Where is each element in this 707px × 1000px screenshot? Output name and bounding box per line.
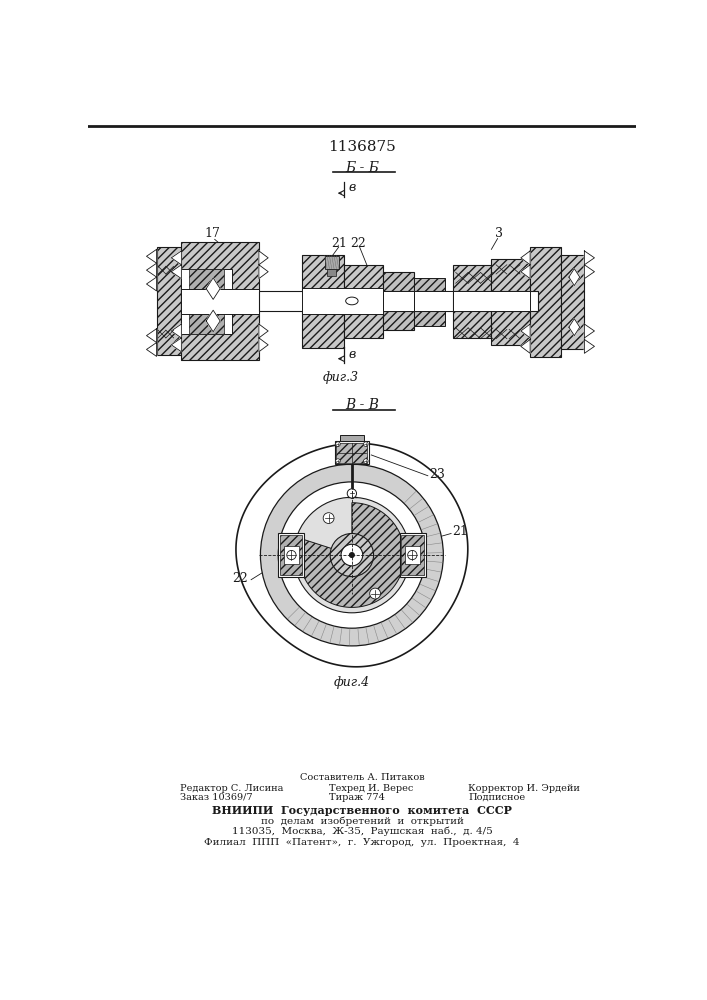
Polygon shape [585, 324, 595, 338]
Circle shape [260, 464, 443, 646]
Circle shape [341, 544, 363, 566]
Bar [259, 291, 452, 311]
Bar [182, 269, 232, 334]
Circle shape [363, 459, 368, 463]
Text: Заказ 10369/7: Заказ 10369/7 [180, 793, 252, 802]
Circle shape [287, 550, 296, 560]
Polygon shape [521, 339, 530, 353]
Bar [301, 288, 383, 314]
Text: Тираж 774: Тираж 774 [329, 793, 385, 802]
Bar [491, 259, 530, 345]
Polygon shape [569, 319, 580, 336]
Polygon shape [171, 324, 182, 338]
Circle shape [408, 550, 417, 560]
Bar [404, 546, 420, 564]
Polygon shape [171, 338, 182, 352]
Text: Б - Б: Б - Б [345, 161, 379, 175]
Bar [325, 256, 339, 269]
Polygon shape [259, 265, 268, 279]
Circle shape [293, 497, 410, 613]
Bar [189, 269, 224, 334]
Text: 113035,  Москва,  Ж-35,  Раушская  наб.,  д. 4/5: 113035, Москва, Ж-35, Раушская наб., д. … [232, 827, 492, 836]
Bar [284, 546, 299, 564]
Text: в: в [348, 181, 355, 194]
Bar [301, 255, 344, 348]
Bar [335, 441, 369, 464]
Circle shape [347, 489, 356, 498]
Circle shape [336, 442, 340, 446]
Bar [530, 247, 561, 357]
Polygon shape [146, 329, 156, 343]
Bar [279, 533, 304, 577]
Circle shape [363, 442, 368, 446]
Polygon shape [206, 278, 220, 299]
Text: Редактор С. Лисина: Редактор С. Лисина [180, 784, 284, 793]
Text: в: в [348, 348, 355, 361]
Bar [327, 269, 337, 276]
Text: 23: 23 [429, 468, 445, 481]
Circle shape [349, 553, 354, 557]
Polygon shape [146, 263, 156, 277]
Polygon shape [299, 503, 404, 607]
Polygon shape [585, 265, 595, 279]
Polygon shape [206, 310, 220, 332]
Polygon shape [259, 324, 268, 338]
Bar [383, 291, 414, 311]
Polygon shape [569, 269, 580, 286]
Circle shape [323, 513, 334, 523]
Polygon shape [146, 249, 156, 263]
Bar [340, 435, 363, 441]
Circle shape [279, 482, 426, 628]
Text: фиг.4: фиг.4 [334, 676, 370, 689]
Bar [337, 443, 368, 463]
Text: Корректор И. Эрдейи: Корректор И. Эрдейи [468, 784, 580, 793]
Ellipse shape [346, 297, 358, 305]
Polygon shape [521, 265, 530, 279]
Bar [414, 291, 452, 311]
Text: Филиал  ППП  «Патент»,  г.  Ужгород,  ул.  Проектная,  4: Филиал ППП «Патент», г. Ужгород, ул. Про… [204, 838, 520, 847]
Bar [561, 255, 585, 349]
Bar [280, 535, 303, 575]
Text: 1136875: 1136875 [328, 140, 396, 154]
Polygon shape [259, 251, 268, 265]
Polygon shape [259, 338, 268, 352]
Circle shape [330, 533, 373, 577]
Text: 21: 21 [331, 237, 346, 250]
Text: по  делам  изобретений  и  открытий: по делам изобретений и открытий [260, 816, 463, 826]
Bar [344, 265, 383, 338]
Polygon shape [171, 251, 182, 265]
Polygon shape [236, 443, 468, 667]
Text: ВНИИПИ  Государственного  комитета  СССР: ВНИИПИ Государственного комитета СССР [212, 805, 512, 816]
Polygon shape [585, 339, 595, 353]
Bar [414, 278, 445, 326]
Bar [182, 289, 259, 314]
Bar [156, 247, 182, 355]
Bar [383, 272, 414, 330]
Bar [400, 533, 426, 577]
Bar [402, 535, 424, 575]
Text: 22: 22 [350, 237, 366, 250]
Polygon shape [521, 324, 530, 338]
Text: 21: 21 [452, 525, 469, 538]
Bar [182, 242, 259, 360]
Bar [452, 291, 538, 311]
Text: Подписное: Подписное [468, 793, 525, 802]
Polygon shape [146, 343, 156, 356]
Text: В - В: В - В [345, 398, 379, 412]
Bar [452, 291, 530, 311]
Circle shape [336, 459, 340, 463]
Text: Составитель А. Питаков: Составитель А. Питаков [300, 773, 424, 782]
Polygon shape [585, 251, 595, 265]
Polygon shape [146, 277, 156, 291]
Text: 17: 17 [204, 227, 221, 240]
Text: Техред И. Верес: Техред И. Верес [329, 784, 413, 793]
Circle shape [370, 588, 380, 599]
Text: фиг.3: фиг.3 [322, 371, 358, 384]
Text: 3: 3 [495, 227, 503, 240]
Polygon shape [521, 251, 530, 265]
Text: 22: 22 [232, 572, 247, 585]
Polygon shape [171, 265, 182, 279]
Bar [452, 265, 491, 338]
